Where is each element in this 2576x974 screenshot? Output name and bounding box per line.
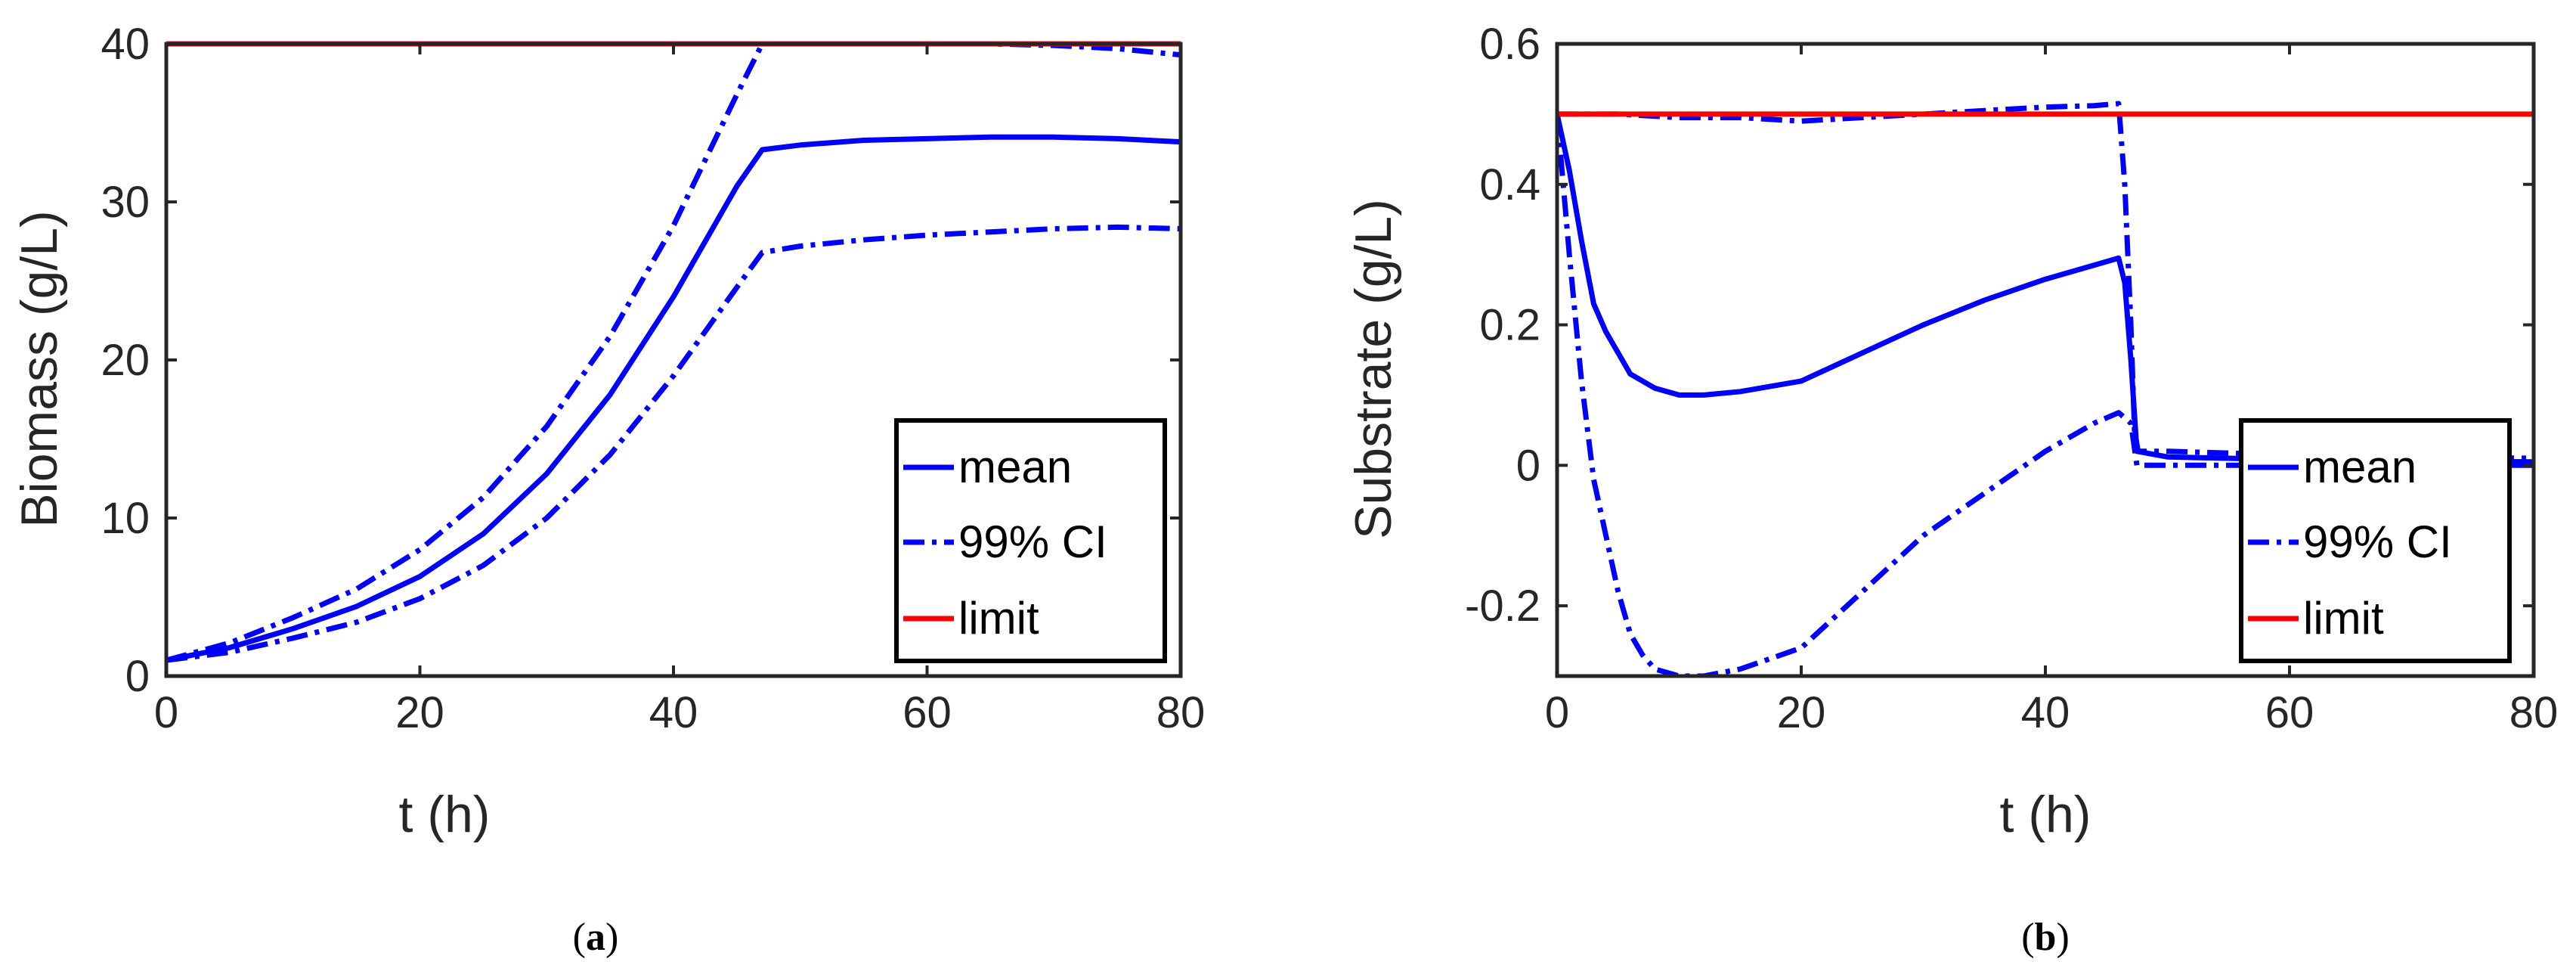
- panel-a-x-tick-label: 0: [154, 688, 178, 737]
- panel-b-y-tick-label: 0.2: [1479, 301, 1540, 350]
- panel-a-y-tick-label: 30: [101, 178, 150, 227]
- panel-a-legend-limit: limit: [958, 593, 1039, 644]
- panel-a-y-tick-label: 10: [101, 494, 150, 543]
- panel-b-y-tick-label: 0.4: [1479, 160, 1540, 209]
- panel-a-series-mean: [166, 134, 1181, 663]
- panel-b-y-axis-label: Substrate (g/L): [1345, 199, 1402, 539]
- panel-b-caption-letter: b: [2035, 916, 2057, 959]
- panel-b-legend-mean: mean: [2303, 442, 2417, 492]
- panel-b-y-tick-label: -0.2: [1465, 582, 1540, 631]
- panel-b-legend-limit: limit: [2303, 593, 2384, 644]
- panel-a-y-ticks: 0 10 20 30 40: [101, 20, 1181, 701]
- panel-a-legend-mean: mean: [958, 442, 1072, 492]
- panel-b-legend: mean 99% CI limit: [2239, 418, 2512, 663]
- panel-b-series-99-ci-lower: [1557, 113, 2534, 676]
- panel-a-x-tick-label: 20: [395, 688, 444, 737]
- panel-b-x-tick-label: 40: [2021, 688, 2070, 737]
- panel-b-legend-ci: 99% CI: [2303, 516, 2452, 567]
- panel-a-x-tick-label: 80: [1156, 688, 1206, 737]
- panel-b-x-ticks: 0 20 40 60 80: [1545, 44, 2558, 737]
- panel-b-series-99-ci-upper: [1557, 101, 2534, 461]
- panel-a-x-tick-label: 60: [903, 688, 952, 737]
- panel-b-x-tick-label: 0: [1545, 688, 1569, 737]
- panel-a-x-axis-label: t (h): [399, 786, 491, 843]
- panel-a-legend-ci: 99% CI: [958, 516, 1107, 567]
- panel-a-y-tick-label: 0: [125, 652, 150, 701]
- panel-a-x-ticks: 0 20 40 60 80: [154, 44, 1205, 737]
- panel-a-x-tick-label: 40: [649, 688, 698, 737]
- panel-b-x-tick-label: 20: [1777, 688, 1826, 737]
- panel-a-y-tick-label: 40: [101, 20, 150, 69]
- panel-a-legend: mean 99% CI limit: [894, 418, 1167, 663]
- panel-b-caption: (b): [2021, 916, 2070, 959]
- panel-b-x-tick-label: 60: [2265, 688, 2314, 737]
- panel-a-series-99-ci-lower: [166, 224, 1181, 663]
- panel-b-y-tick-label: 0: [1516, 441, 1540, 490]
- panel-a-caption-letter: a: [586, 916, 605, 959]
- panel-a-y-axis-label: Biomass (g/L): [11, 210, 68, 527]
- panel-b-y-tick-label: 0.6: [1479, 20, 1540, 69]
- panel-b-y-ticks: -0.2 0 0.2 0.4 0.6: [1465, 20, 2534, 631]
- panel-b-x-axis-label: t (h): [2000, 786, 2091, 843]
- panel-a-y-tick-label: 20: [101, 336, 150, 385]
- panel-b-x-tick-label: 80: [2509, 688, 2559, 737]
- panel-a-caption: (a): [573, 916, 619, 959]
- panel-b-series-mean: [1557, 113, 2534, 465]
- panel-b-substrate-chart: 0 20 40 60 80 -0.2 0 0.2 0.4 0.6 t (h) Substrate…: [1345, 20, 2558, 959]
